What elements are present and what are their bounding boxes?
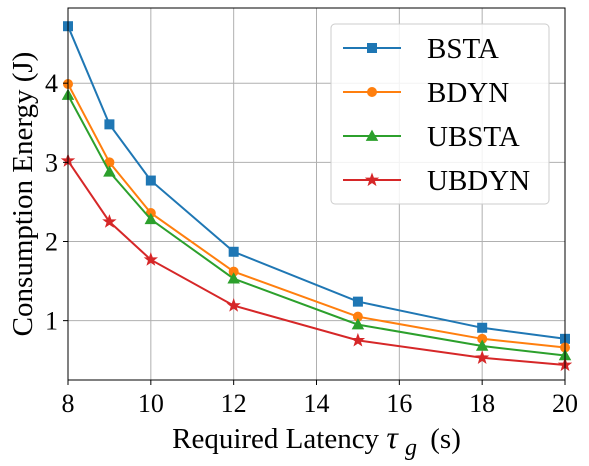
y-tick-label: 1: [45, 307, 58, 336]
x-axis-ticks: 8 10 12 14 16 18 20: [62, 380, 578, 418]
series-bdyn: [63, 78, 570, 353]
data-point-bsta: [477, 322, 488, 333]
legend-marker: [364, 172, 380, 187]
legend-item-ubsta: UBSTA: [343, 121, 520, 153]
data-point-ubdyn: [350, 332, 366, 347]
data-point-ubdyn: [226, 298, 241, 312]
x-tick-label: 8: [62, 389, 75, 418]
x-tick-label: 14: [304, 389, 330, 418]
legend-marker: [365, 129, 379, 141]
data-point-ubdyn: [102, 214, 117, 228]
y-tick-label: 3: [45, 148, 58, 177]
legend-label: BDYN: [427, 77, 509, 109]
x-axis-label: Required Latency: [172, 423, 379, 455]
data-point-ubsta: [351, 318, 365, 330]
legend-box: [330, 23, 550, 205]
legend-label: UBSTA: [427, 121, 520, 153]
y-axis-title: Consumption Energy (J): [7, 52, 39, 337]
x-tick-label: 12: [221, 389, 247, 418]
data-point-ubsta: [144, 212, 158, 225]
legend-label: UBDYN: [427, 165, 530, 197]
x-tick-label: 16: [386, 389, 412, 418]
y-tick-label: 4: [45, 69, 58, 98]
data-point-ubsta: [103, 165, 116, 177]
data-point-bsta: [145, 175, 156, 186]
x-tick-label: 20: [552, 389, 578, 418]
x-tick-label: 10: [138, 389, 164, 418]
y-axis-ticks: 1 2 3 4: [45, 69, 68, 336]
legend-item-bsta: BSTA: [343, 33, 499, 65]
series-layer: [60, 21, 573, 372]
x-axis-subscript: g: [405, 435, 417, 461]
legend-label: BSTA: [427, 33, 499, 65]
data-point-bsta: [352, 296, 363, 307]
data-point-ubdyn: [475, 350, 490, 365]
legend-item-bdyn: BDYN: [343, 77, 509, 109]
legend-marker: [367, 87, 377, 97]
x-tick-label: 18: [469, 389, 495, 418]
x-axis-symbol: τ: [386, 419, 399, 455]
data-point-bsta: [228, 246, 239, 257]
data-point-ubsta: [227, 272, 240, 284]
data-point-bsta: [104, 119, 115, 130]
legend-item-ubdyn: UBDYN: [343, 165, 530, 197]
legend-marker: [367, 43, 377, 53]
data-point-ubdyn: [143, 252, 158, 266]
y-tick-label: 2: [45, 227, 58, 256]
data-point-ubsta: [475, 339, 489, 351]
x-axis-title: Required Latency τ g (s): [172, 419, 461, 462]
x-axis-unit: (s): [430, 423, 461, 455]
legend: BSTA BDYN UBSTA UBDYN: [330, 23, 550, 205]
